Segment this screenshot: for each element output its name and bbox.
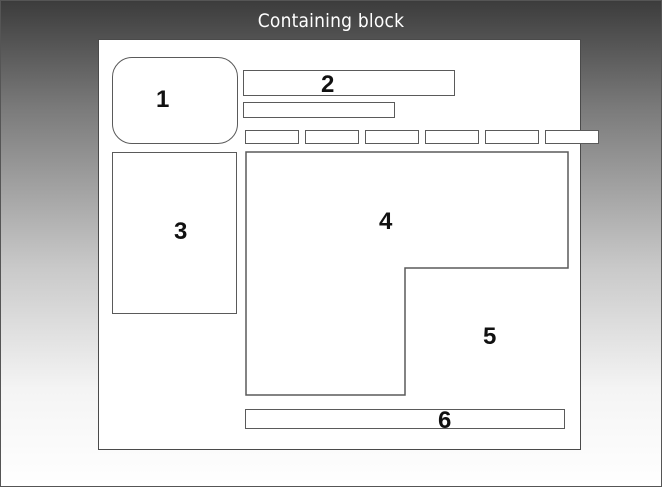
region-1-box [112, 57, 238, 144]
region-1-label: 1 [156, 86, 170, 113]
region-3-sidebar [112, 152, 237, 314]
region-6-footer [245, 409, 565, 429]
region-6-label: 6 [438, 407, 452, 434]
region-4-label: 4 [379, 208, 393, 235]
region-2-label: 2 [321, 71, 335, 98]
region-3-label: 3 [174, 218, 188, 245]
nav-item-box [305, 130, 359, 144]
nav-item-box [365, 130, 419, 144]
nav-item-box [425, 130, 479, 144]
nav-item-box [485, 130, 539, 144]
page-area: 1 2 3 4 5 6 [98, 39, 599, 450]
region-2-bar-top [243, 70, 455, 96]
region-2-bar-bottom [243, 102, 395, 118]
nav-item-box [245, 130, 299, 144]
region-4-content-shape [245, 151, 569, 396]
nav-item-box [545, 130, 599, 144]
region-5-label: 5 [483, 323, 497, 350]
diagram-title: Containing block [257, 10, 405, 32]
